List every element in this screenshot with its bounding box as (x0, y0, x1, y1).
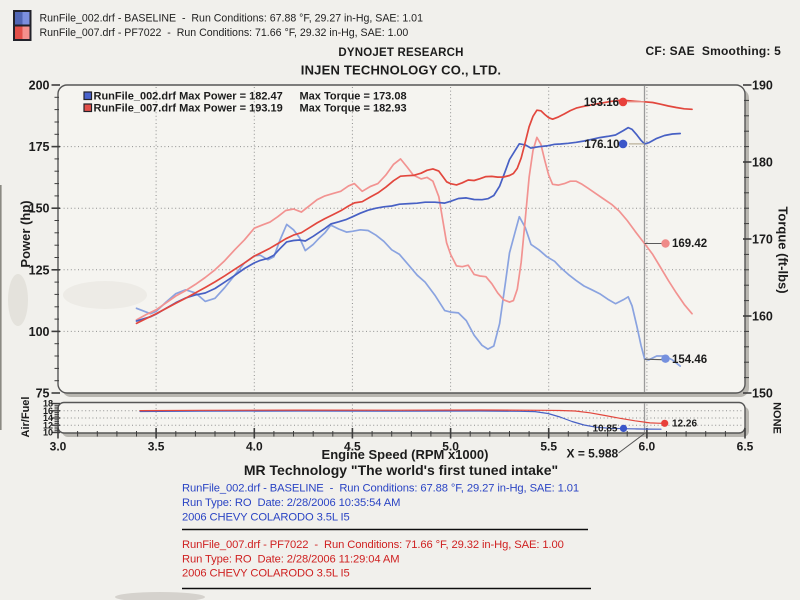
svg-text:2006 CHEVY COLARODO 3.5L I5: 2006 CHEVY COLARODO 3.5L I5 (182, 512, 350, 524)
svg-text:Engine Speed (RPM x1000): Engine Speed (RPM x1000) (322, 447, 489, 462)
svg-text:X = 5.988: X = 5.988 (567, 447, 619, 461)
svg-text:180: 180 (752, 156, 773, 170)
svg-text:150: 150 (752, 387, 773, 401)
svg-text:175: 175 (29, 140, 50, 154)
svg-text:170: 170 (752, 233, 773, 247)
svg-text:RunFile_007.drf Max Power = 19: RunFile_007.drf Max Power = 193.19 (94, 103, 283, 115)
svg-text:Torque (ft-lbs): Torque (ft-lbs) (776, 206, 791, 293)
svg-text:125: 125 (29, 263, 50, 277)
svg-text:Run Type: RO Date: 2/28/2006: Run Type: RO Date: 2/28/2006 11:29:04 AM (182, 554, 400, 566)
svg-text:DYNOJET RESEARCH: DYNOJET RESEARCH (338, 47, 463, 59)
svg-text:INJEN TECHNOLOGY CO., LTD.: INJEN TECHNOLOGY CO., LTD. (301, 63, 501, 78)
svg-text:CF: SAE Smoothing: 5: CF: SAE Smoothing: 5 (645, 44, 781, 58)
svg-text:10: 10 (43, 428, 53, 438)
svg-text:RunFile_007.drf - PF7022 - R: RunFile_007.drf - PF7022 - Run Condition… (40, 27, 409, 39)
svg-text:MR Technology "The world's fir: MR Technology "The world's first tuned i… (244, 462, 558, 478)
svg-text:12: 12 (43, 420, 53, 430)
svg-text:Max Torque = 173.08: Max Torque = 173.08 (300, 91, 407, 103)
svg-text:193.16: 193.16 (584, 97, 619, 109)
svg-text:Max Torque = 182.93: Max Torque = 182.93 (300, 103, 407, 115)
svg-text:5.0: 5.0 (442, 440, 459, 454)
svg-text:4.0: 4.0 (246, 440, 263, 454)
svg-text:18: 18 (43, 399, 53, 409)
svg-text:12.26: 12.26 (672, 419, 697, 430)
svg-text:150: 150 (29, 202, 50, 216)
svg-text:6.0: 6.0 (639, 440, 656, 454)
svg-text:14: 14 (43, 413, 53, 423)
svg-text:169.42: 169.42 (672, 238, 707, 250)
svg-text:160: 160 (752, 310, 773, 324)
svg-text:200: 200 (29, 79, 50, 93)
svg-text:176.10: 176.10 (584, 139, 619, 151)
svg-text:4.5: 4.5 (344, 440, 361, 454)
svg-text:RunFile_002.drf - BASELINE -: RunFile_002.drf - BASELINE - Run Conditi… (40, 13, 424, 25)
svg-text:2006 CHEVY COLARODO 3.5L I5: 2006 CHEVY COLARODO 3.5L I5 (182, 568, 350, 580)
svg-text:3.0: 3.0 (50, 440, 67, 454)
svg-text:154.46: 154.46 (672, 354, 707, 366)
svg-text:3.5: 3.5 (148, 440, 165, 454)
svg-text:RunFile_007.drf - PF7022 - R: RunFile_007.drf - PF7022 - Run Condition… (182, 539, 564, 551)
svg-text:Air/Fuel: Air/Fuel (20, 397, 32, 438)
svg-text:16: 16 (43, 406, 53, 416)
svg-text:6.5: 6.5 (737, 440, 754, 454)
svg-text:190: 190 (752, 79, 773, 93)
svg-text:100: 100 (29, 325, 50, 339)
svg-text:75: 75 (36, 387, 50, 401)
svg-text:NONE: NONE (771, 402, 783, 434)
svg-text:Power (hp): Power (hp) (18, 200, 33, 267)
svg-text:5.5: 5.5 (540, 440, 557, 454)
svg-text:10.85: 10.85 (592, 423, 617, 434)
svg-text:RunFile_002.drf Max Power = 18: RunFile_002.drf Max Power = 182.47 (94, 91, 283, 103)
svg-text:RunFile_002.drf - BASELINE -: RunFile_002.drf - BASELINE - Run Conditi… (182, 483, 579, 495)
svg-text:Run Type: RO Date: 2/28/2006: Run Type: RO Date: 2/28/2006 10:35:54 AM (182, 497, 400, 509)
